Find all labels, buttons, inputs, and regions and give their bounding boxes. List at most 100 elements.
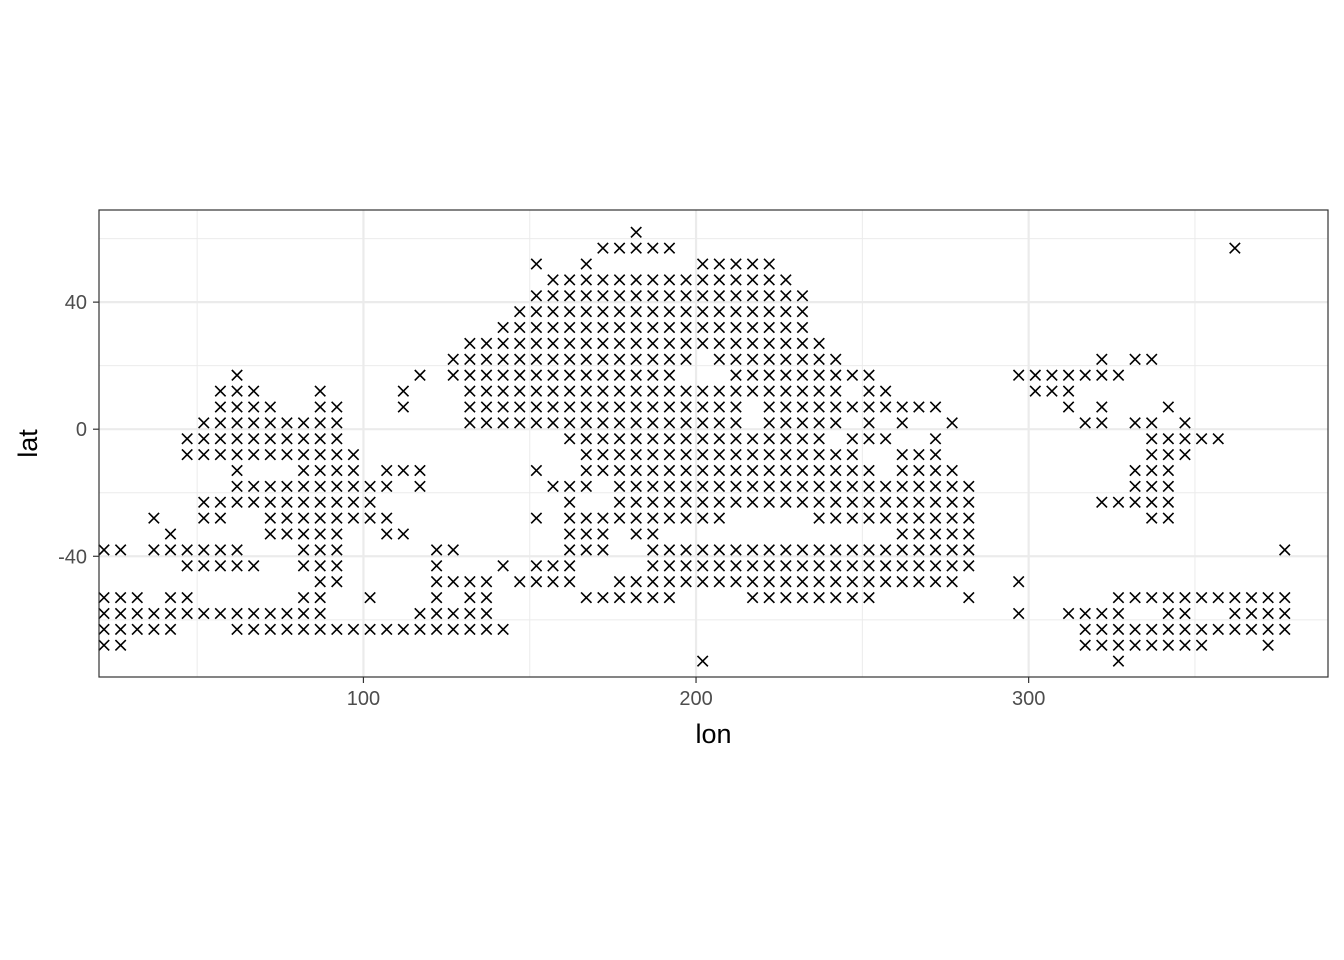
data-point: [281, 528, 293, 540]
data-point: [430, 544, 443, 556]
data-point: [1212, 432, 1225, 445]
data-point: [796, 417, 809, 429]
data-point: [896, 417, 909, 429]
data-point: [730, 401, 742, 413]
data-point: [630, 321, 642, 334]
data-point: [447, 369, 459, 381]
data-point: [746, 385, 759, 397]
data-point: [663, 305, 676, 318]
data-point: [497, 385, 509, 397]
data-point: [181, 560, 193, 572]
data-point: [929, 448, 942, 461]
data-point: [663, 385, 676, 397]
data-point: [1129, 623, 1141, 636]
data-point: [663, 337, 676, 350]
data-point: [1012, 575, 1025, 588]
data-point: [464, 401, 476, 413]
data-point: [314, 607, 326, 620]
data-point: [1262, 623, 1274, 636]
data-point: [680, 290, 692, 302]
data-point: [663, 417, 676, 429]
data-point: [580, 401, 593, 413]
data-point: [846, 369, 859, 381]
data-point: [913, 464, 925, 477]
data-point: [297, 623, 310, 636]
data-point: [297, 512, 310, 524]
data-point: [580, 385, 593, 397]
data-point: [98, 591, 110, 604]
data-point: [829, 369, 842, 381]
data-point: [1145, 512, 1158, 524]
data-point: [946, 464, 958, 477]
data-point: [896, 512, 909, 524]
data-point: [929, 575, 942, 588]
data-point: [563, 401, 576, 413]
data-point: [630, 401, 642, 413]
data-point: [281, 623, 293, 636]
data-point: [663, 448, 676, 461]
data-point: [713, 321, 726, 334]
data-point: [680, 401, 692, 413]
data-point: [1096, 401, 1108, 413]
data-point: [597, 321, 609, 334]
data-point: [148, 544, 160, 556]
data-point: [547, 305, 559, 318]
data-point: [1212, 591, 1225, 604]
data-point: [264, 512, 277, 524]
data-point: [780, 560, 792, 572]
data-point: [1229, 591, 1241, 604]
data-point: [597, 432, 609, 445]
data-point: [597, 274, 609, 286]
data-point: [164, 623, 177, 636]
data-point: [297, 496, 310, 509]
data-point: [231, 448, 243, 461]
data-point: [680, 512, 692, 524]
data-point: [1112, 655, 1125, 667]
data-point: [613, 242, 626, 254]
data-point: [663, 591, 676, 604]
data-point: [314, 623, 326, 636]
data-point: [580, 512, 593, 524]
data-point: [713, 432, 726, 445]
data-point: [1112, 369, 1125, 381]
data-point: [630, 305, 642, 318]
data-point: [331, 512, 343, 524]
data-point: [879, 512, 892, 524]
data-point: [763, 544, 775, 556]
data-point: [480, 385, 493, 397]
data-point: [946, 544, 958, 556]
data-point: [713, 290, 726, 302]
data-point: [1262, 607, 1274, 620]
data-point: [563, 337, 576, 350]
data-point: [297, 464, 310, 477]
data-point: [597, 448, 609, 461]
data-point: [946, 560, 958, 572]
data-point: [663, 321, 676, 334]
data-point: [713, 274, 726, 286]
data-point: [647, 560, 659, 572]
data-point: [813, 544, 825, 556]
data-point: [946, 528, 958, 540]
data-point: [613, 591, 626, 604]
data-point: [264, 448, 277, 461]
data-point: [464, 575, 476, 588]
data-point: [613, 496, 626, 509]
data-point: [247, 607, 260, 620]
data-point: [1012, 369, 1025, 381]
data-point: [214, 544, 227, 556]
data-point: [563, 385, 576, 397]
data-point: [696, 464, 709, 477]
data-point: [647, 464, 659, 477]
data-point: [364, 480, 376, 493]
data-point: [214, 512, 227, 524]
data-point: [314, 591, 326, 604]
data-point: [763, 464, 775, 477]
data-point: [281, 417, 293, 429]
data-point: [1162, 512, 1175, 524]
data-point: [696, 512, 709, 524]
data-point: [148, 623, 160, 636]
data-point: [647, 591, 659, 604]
data-point: [231, 464, 243, 477]
data-point: [114, 544, 127, 556]
data-point: [1079, 369, 1091, 381]
